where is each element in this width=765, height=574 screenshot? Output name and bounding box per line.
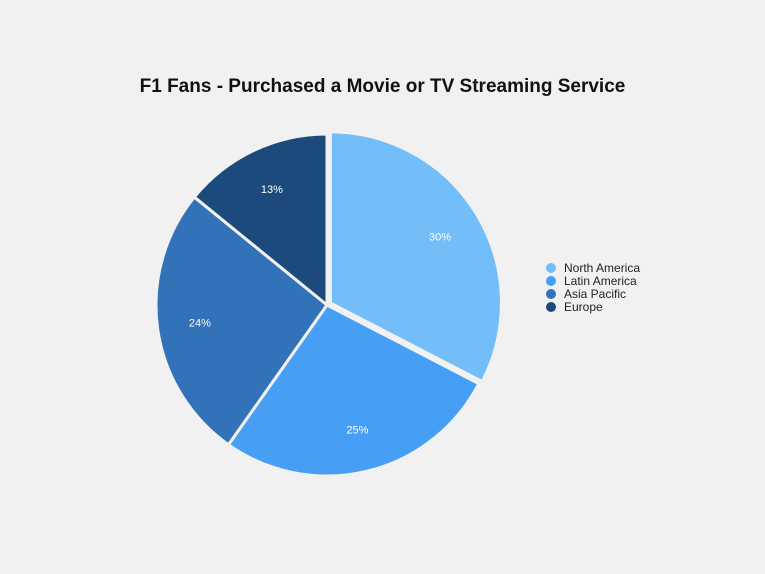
- pie-slice-latin-america[interactable]: [226, 303, 481, 478]
- legend-swatch-north-america: [546, 262, 556, 273]
- pie-label-latin-america: 25%: [346, 425, 368, 437]
- legend-item-north-america[interactable]: North America: [546, 260, 641, 275]
- legend-label-europe: Europe: [564, 299, 603, 314]
- legend-swatch-asia-pacific: [546, 288, 556, 299]
- pie-label-asia-pacific: 24%: [189, 317, 211, 329]
- pie-slice-north-america[interactable]: [328, 130, 503, 384]
- legend-label-latin-america: Latin America: [564, 273, 637, 288]
- pie-slice-labels: 30% 25% 24% 13%: [189, 184, 451, 436]
- legend-swatch-latin-america: [546, 275, 556, 286]
- legend-item-asia-pacific[interactable]: Asia Pacific: [546, 286, 640, 301]
- legend-swatch-europe: [546, 301, 556, 312]
- legend-label-north-america: North America: [564, 260, 641, 275]
- pie-slice-asia-pacific[interactable]: [154, 195, 329, 447]
- legend-item-latin-america[interactable]: Latin America: [546, 273, 640, 288]
- pie-slice-europe[interactable]: [192, 132, 329, 307]
- legend-label-asia-pacific: Asia Pacific: [564, 286, 627, 301]
- chart-title: F1 Fans - Purchased a Movie or TV Stream…: [139, 76, 626, 97]
- pie-label-europe: 13%: [261, 184, 283, 196]
- pie-slices: [154, 130, 503, 478]
- legend: North America Latin America Asia Pacific…: [546, 260, 641, 314]
- pie-label-north-america: 30%: [429, 231, 451, 243]
- legend-item-europe[interactable]: Europe: [546, 299, 640, 314]
